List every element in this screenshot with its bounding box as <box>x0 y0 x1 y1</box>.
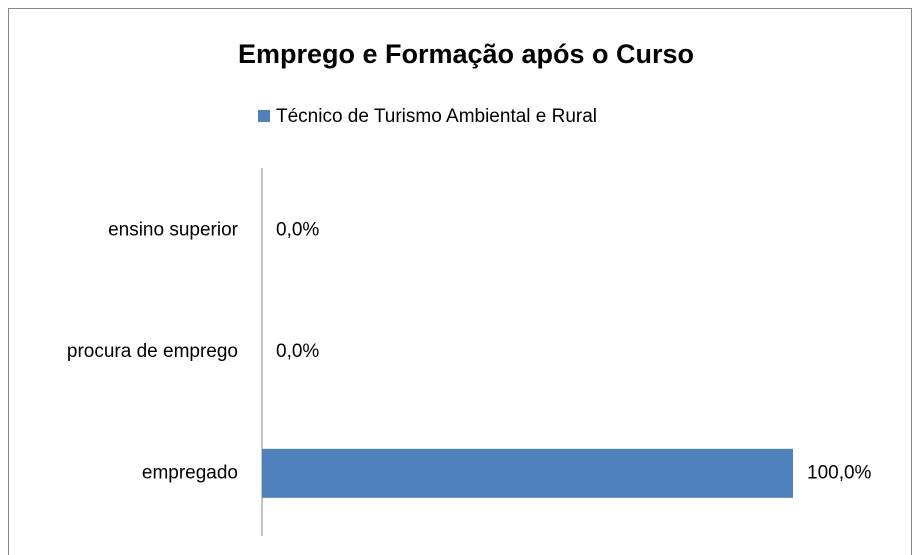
legend-swatch <box>258 110 270 122</box>
y-tick-label: procura de emprego <box>67 341 238 362</box>
legend-label: Técnico de Turismo Ambiental e Rural <box>276 106 597 127</box>
data-label: 0,0% <box>276 220 319 241</box>
y-tick-label: empregado <box>142 462 238 483</box>
data-label: 0,0% <box>276 341 319 362</box>
bar <box>262 448 793 498</box>
data-label: 100,0% <box>807 462 872 483</box>
y-tick-label: ensino superior <box>108 220 239 241</box>
chart-title: Emprego e Formação após o Curso <box>238 39 694 69</box>
